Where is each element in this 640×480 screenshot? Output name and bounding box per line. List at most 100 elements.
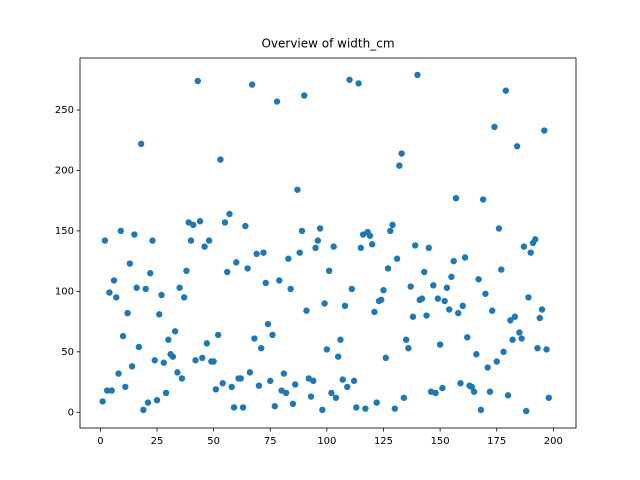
chart-title: Overview of width_cm bbox=[261, 37, 394, 51]
point bbox=[178, 375, 186, 382]
axes-frame bbox=[79, 57, 577, 429]
point bbox=[445, 306, 453, 313]
point bbox=[142, 285, 149, 293]
point bbox=[140, 406, 147, 414]
point bbox=[113, 294, 120, 301]
point bbox=[534, 344, 541, 352]
point bbox=[203, 340, 211, 347]
point bbox=[500, 348, 507, 356]
point bbox=[271, 403, 278, 410]
point bbox=[418, 295, 426, 302]
point bbox=[106, 289, 113, 296]
point bbox=[459, 302, 466, 310]
point bbox=[353, 404, 360, 411]
point bbox=[532, 236, 539, 243]
point bbox=[183, 267, 190, 275]
point bbox=[180, 294, 188, 301]
point bbox=[498, 266, 505, 273]
point bbox=[137, 140, 145, 148]
point bbox=[468, 383, 476, 391]
point bbox=[316, 225, 324, 232]
point bbox=[362, 405, 369, 412]
point bbox=[201, 243, 208, 250]
y-tick-label: 250 bbox=[55, 105, 74, 116]
point bbox=[473, 351, 480, 358]
x-tick-label: 75 bbox=[264, 436, 277, 447]
point bbox=[479, 196, 487, 203]
point bbox=[455, 309, 462, 317]
point bbox=[171, 328, 179, 335]
point bbox=[310, 377, 317, 385]
point bbox=[525, 294, 532, 301]
point bbox=[298, 227, 306, 235]
point bbox=[391, 405, 399, 412]
point bbox=[248, 81, 256, 88]
point bbox=[344, 383, 351, 391]
point bbox=[294, 186, 301, 193]
point bbox=[387, 227, 394, 235]
point bbox=[312, 244, 319, 252]
x-tick-label: 150 bbox=[431, 436, 450, 447]
point bbox=[280, 370, 288, 377]
point bbox=[346, 76, 353, 83]
point bbox=[176, 284, 183, 291]
point bbox=[276, 277, 283, 284]
point bbox=[117, 227, 124, 235]
point bbox=[382, 354, 389, 362]
point bbox=[217, 156, 224, 163]
point bbox=[511, 313, 519, 320]
point bbox=[486, 388, 494, 395]
y-tick-label: 100 bbox=[55, 286, 74, 297]
y-tick-label: 0 bbox=[68, 407, 74, 418]
point bbox=[323, 346, 331, 353]
point bbox=[393, 255, 401, 262]
point bbox=[334, 353, 342, 360]
point bbox=[219, 380, 226, 387]
point bbox=[441, 297, 448, 305]
point bbox=[282, 389, 290, 397]
point bbox=[162, 389, 170, 397]
x-tick-label: 0 bbox=[97, 436, 103, 447]
point bbox=[470, 388, 478, 395]
point bbox=[269, 331, 276, 339]
point bbox=[513, 143, 521, 150]
point bbox=[131, 231, 138, 238]
point bbox=[144, 399, 152, 406]
point bbox=[423, 312, 430, 319]
point bbox=[214, 331, 222, 339]
point bbox=[257, 344, 265, 352]
x-tick-label: 25 bbox=[151, 436, 164, 447]
point bbox=[402, 336, 410, 343]
point bbox=[337, 336, 344, 343]
point bbox=[307, 393, 315, 400]
point bbox=[251, 335, 258, 342]
point bbox=[482, 290, 489, 297]
point bbox=[368, 241, 376, 248]
point bbox=[504, 392, 512, 399]
point bbox=[253, 250, 260, 258]
point bbox=[287, 285, 294, 293]
point bbox=[301, 92, 308, 99]
x-tick-label: 175 bbox=[487, 436, 506, 447]
point bbox=[536, 314, 543, 322]
point bbox=[174, 369, 181, 376]
point bbox=[151, 357, 158, 364]
point bbox=[133, 284, 140, 291]
point bbox=[507, 317, 514, 324]
point bbox=[475, 276, 482, 283]
point bbox=[543, 346, 550, 353]
point bbox=[303, 307, 310, 314]
point bbox=[319, 406, 326, 414]
point bbox=[414, 71, 421, 79]
point bbox=[221, 219, 229, 226]
point bbox=[147, 270, 154, 277]
point bbox=[230, 404, 238, 411]
point bbox=[260, 249, 267, 256]
point bbox=[378, 296, 385, 304]
point bbox=[489, 307, 496, 314]
point bbox=[262, 279, 269, 287]
point bbox=[242, 222, 249, 230]
point bbox=[330, 243, 337, 250]
point bbox=[357, 244, 365, 252]
